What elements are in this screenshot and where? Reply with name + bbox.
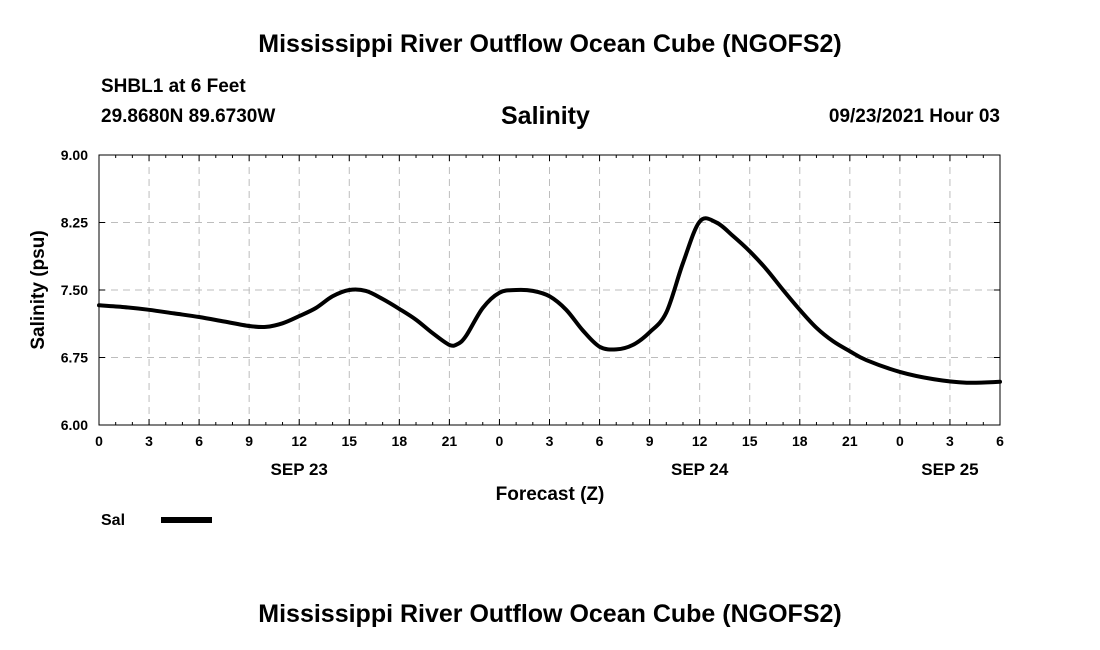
forecast-datetime: 09/23/2021 Hour 03 (828, 106, 1000, 127)
y-axis-label: Salinity (psu) (28, 230, 49, 349)
x-tick-label: 12 (291, 433, 307, 449)
y-tick-label: 7.50 (61, 282, 88, 298)
y-tick-label: 6.00 (61, 417, 88, 433)
x-tick-label: 3 (546, 433, 554, 449)
x-tick-label: 18 (392, 433, 408, 449)
y-tick-label: 8.25 (61, 215, 88, 231)
x-tick-label: 0 (896, 433, 904, 449)
date-label: SEP 25 (921, 460, 978, 479)
y-tick-label: 9.00 (61, 147, 88, 163)
chart-title: Mississippi River Outflow Ocean Cube (NG… (258, 30, 842, 58)
x-tick-label: 18 (792, 433, 808, 449)
legend-label: Sal (101, 512, 125, 529)
x-tick-label: 9 (646, 433, 654, 449)
salinity-series-line (97, 216, 1002, 385)
x-tick-label: 9 (245, 433, 253, 449)
x-tick-label: 0 (496, 433, 504, 449)
plot-title: Salinity (501, 102, 590, 130)
x-tick-label: 15 (742, 433, 758, 449)
x-tick-label: 6 (596, 433, 604, 449)
date-label: SEP 23 (271, 460, 328, 479)
station-coordinates: 29.8680N 89.6730W (101, 106, 276, 127)
x-tick-label: 12 (692, 433, 708, 449)
x-tick-label: 0 (95, 433, 103, 449)
axis-labels: 0 3 6 9 12 15 18 21 0 3 6 9 12 15 18 21 0 3 6 6.00 6.75 7.50 8… (61, 147, 1004, 479)
footer-title: Mississippi River Outflow Ocean Cube (NG… (258, 600, 842, 628)
x-tick-label: 3 (946, 433, 954, 449)
axis-ticks (98, 154, 1001, 426)
x-tick-label: 6 (996, 433, 1004, 449)
x-tick-label: 6 (195, 433, 203, 449)
x-tick-label: 3 (145, 433, 153, 449)
grid-lines (99, 155, 1000, 425)
x-tick-label: 15 (341, 433, 357, 449)
x-tick-label: 21 (842, 433, 858, 449)
x-tick-label: 21 (442, 433, 458, 449)
y-tick-label: 6.75 (61, 350, 88, 366)
x-axis-label: Forecast (Z) (496, 484, 605, 505)
date-label: SEP 24 (671, 460, 729, 479)
station-label: SHBL1 at 6 Feet (101, 76, 246, 97)
